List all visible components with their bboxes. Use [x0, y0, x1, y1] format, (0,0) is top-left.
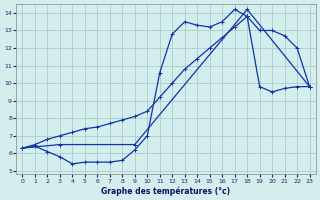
- X-axis label: Graphe des températures (°c): Graphe des températures (°c): [101, 186, 231, 196]
